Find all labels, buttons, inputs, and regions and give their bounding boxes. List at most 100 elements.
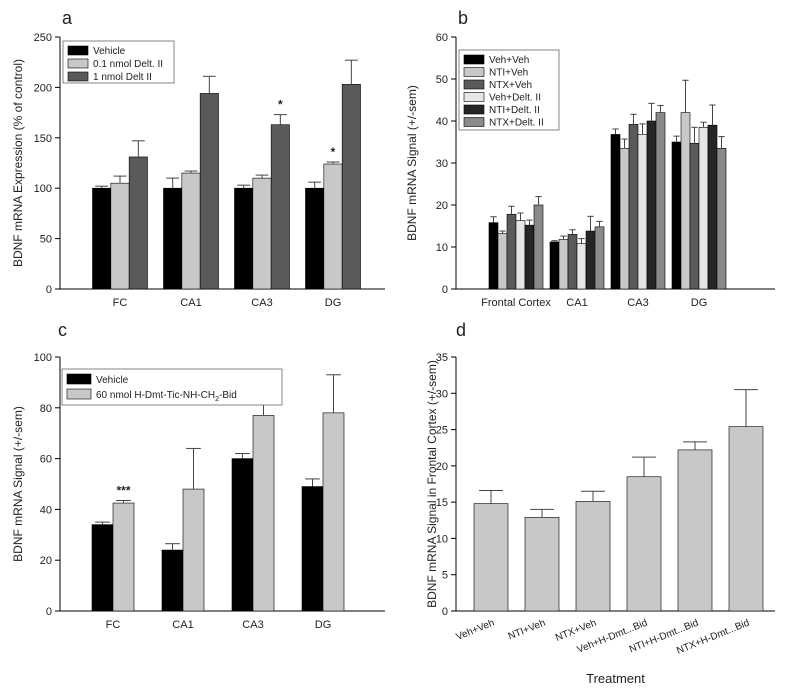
bar [488,222,499,290]
bar [689,142,700,290]
chart-panel-b: 0 10 20 30 40 50 60 BDNF mRNA Signal (+/-sem) Fr… [405,32,775,309]
bar [610,134,621,290]
legend-label: Vehicle [96,375,129,386]
bar [707,124,718,290]
bar [234,187,254,290]
bar [270,124,290,290]
y-tick-label: 35 [436,352,448,364]
x-tick-label: CA3 [251,297,272,309]
panel-label-a: a [62,8,73,28]
chart-panel-a: 0 50 100 150 200 250 BDNF mRNA Expression (% o… [11,32,385,309]
bar [92,187,112,290]
legend-swatch [463,104,485,115]
y-tick-label: 200 [34,82,52,94]
legend-label-tail: -Bid [219,390,237,401]
legend-swatch [463,117,485,127]
chart-panel-c: 0 20 40 60 80 100 BDNF mRNA Signal (+/-sem) FC C… [11,352,385,631]
bar [515,220,526,290]
panel-label-b: b [458,8,468,28]
y-tick-label: 50 [436,74,448,86]
y-axis-label: BDNF mRNA Signal (+/-sem) [405,85,419,241]
x-tick-label: CA1 [566,297,587,309]
bar [182,488,205,612]
bar [252,177,272,290]
bar [585,230,596,290]
legend-swatch [463,79,485,90]
bar [473,503,509,612]
bar [680,112,691,290]
y-tick-label: 0 [442,284,448,296]
legend-swatch [66,388,92,400]
y-tick-label: 15 [436,497,448,509]
x-tick-label: FC [106,619,121,631]
legend-label: NTI+Delt. II [489,105,540,116]
y-tick-label: 150 [34,133,52,145]
y-tick-label: 20 [436,200,448,212]
legend-swatch [463,92,485,102]
bar [594,226,605,290]
bar [128,156,148,290]
y-tick-label: 20 [40,555,52,567]
bar [524,224,535,290]
x-tick-label: CA1 [180,297,201,309]
bar [716,148,727,290]
bar [646,120,657,290]
bar [567,234,578,290]
y-tick-label: 40 [436,116,448,128]
bar [637,134,648,290]
y-tick-label: 0 [442,606,448,618]
legend-swatch [463,54,485,65]
bar [163,187,183,290]
legend-label: NTX+Delt. II [489,118,544,129]
bar [628,124,639,290]
x-tick-label: DG [315,619,332,631]
bar [619,148,630,290]
legend-label: 1 nmol Delt II [93,72,152,83]
x-tick-label: CA1 [172,619,193,631]
y-axis-label: BDNF mRNA Signal (+/-sem) [11,406,25,562]
legend-label: Veh+Delt. II [489,93,541,104]
panel-label-d: d [456,320,466,340]
bar [161,549,184,612]
y-tick-label: 5 [442,570,448,582]
legend-label-subscript: 2 [215,396,219,403]
x-tick-label: Frontal Cortex [481,297,551,309]
bar [91,524,114,612]
bar [549,241,560,290]
bar [112,502,135,612]
bar [671,141,682,290]
bar [533,204,544,290]
bar [341,84,361,290]
legend-label: 60 nmol H-Dmt-Tic-NH-CH2-Bid [96,390,237,403]
y-tick-label: 80 [40,403,52,415]
legend-label: NTI+Veh [489,68,528,79]
bar [301,486,324,612]
y-tick-label: 10 [436,242,448,254]
y-tick-label: 60 [436,32,448,44]
x-tick-label: DG [325,297,342,309]
bar [231,458,254,612]
bar [110,182,130,290]
legend-label-main: 60 nmol H-Dmt-Tic-NH-CH [96,390,215,401]
legend-label: 0.1 nmol Delt. II [93,59,163,70]
legend-label: Veh+Veh [489,55,529,66]
bar [181,172,201,290]
panel-label-c: c [58,320,67,340]
legend-box [61,368,283,406]
legend-label: Vehicle [93,46,126,57]
x-tick-label: Veh+Veh [455,618,497,643]
legend-swatch [66,373,92,385]
bar [305,187,325,290]
bar [322,412,345,612]
legend-swatch [67,45,89,56]
x-tick-label: CA3 [627,297,648,309]
x-tick-label: CA3 [242,619,263,631]
y-tick-label: 10 [436,533,448,545]
significance-marker: * [331,145,336,159]
x-tick-label: DG [691,297,708,309]
y-tick-label: 30 [436,388,448,400]
legend-swatch [67,58,89,69]
x-axis-label: Treatment [586,671,645,686]
y-tick-label: 50 [40,234,52,246]
